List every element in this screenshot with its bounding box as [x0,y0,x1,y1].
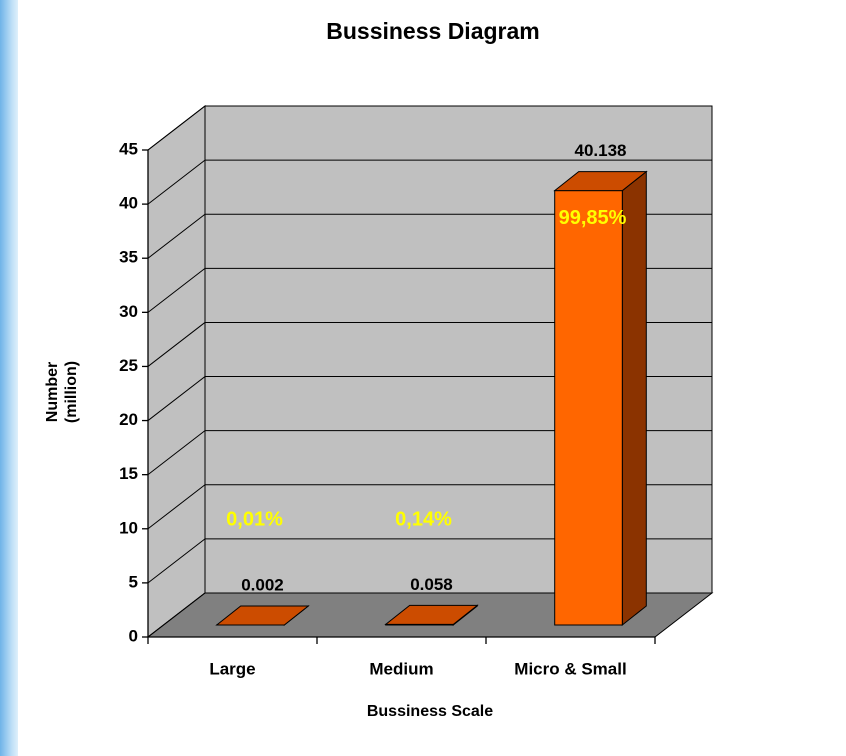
y-tick-label: 25 [119,356,138,375]
side-wall [147,104,206,639]
y-axis-label-line: Number [44,362,61,422]
bar-top [553,171,648,192]
bar [554,190,623,626]
grid-line [147,159,206,205]
y-tick-label: 10 [119,518,138,537]
x-tick-label: Medium [369,659,433,678]
y-tick-label: 45 [119,139,138,158]
bar-side [621,170,647,627]
y-axis-label-line: (million) [63,361,80,423]
y-tick-label: 40 [119,194,138,213]
grid-line [147,430,206,476]
share-label: 0,14% [395,508,452,530]
chart-title: Bussiness Diagram [326,18,539,44]
grid-line [147,322,206,367]
y-tick-label: 30 [119,302,138,321]
grid-line [147,105,206,151]
y-axis-label: Number (million) [44,361,80,423]
grid-line [147,267,206,313]
y-tick-label: 35 [119,248,138,267]
y-tick-label: 15 [119,464,138,483]
share-label: 99,85% [559,207,627,229]
y-tick-label: 5 [129,572,138,591]
x-tick-label: Micro & Small [514,659,626,678]
value-label: 0.002 [241,575,284,594]
grid-line [147,213,206,259]
share-label: 0,01% [226,508,283,530]
bar-top [215,605,310,626]
grid-line [147,484,206,530]
value-label: 40.138 [575,141,627,160]
y-tick-label: 20 [119,410,138,429]
y-tick-label: 0 [129,626,138,645]
value-label: 0.058 [410,575,453,594]
x-tick-label: Large [209,659,255,678]
bar-top [384,604,479,625]
grid-line [147,538,206,584]
grid-line [147,376,206,421]
grid-line [147,592,206,638]
x-axis-label: Bussiness Scale [367,703,493,720]
